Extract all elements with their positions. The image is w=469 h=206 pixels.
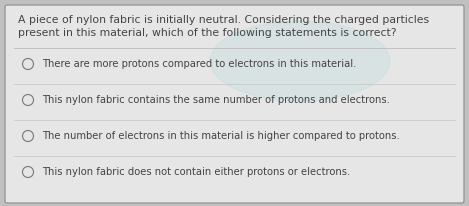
Text: A piece of nylon fabric is initially neutral. Considering the charged particles: A piece of nylon fabric is initially neu… bbox=[18, 15, 429, 25]
Ellipse shape bbox=[210, 21, 390, 101]
Circle shape bbox=[23, 59, 33, 69]
Circle shape bbox=[23, 130, 33, 142]
Circle shape bbox=[23, 166, 33, 178]
Text: The number of electrons in this material is higher compared to protons.: The number of electrons in this material… bbox=[42, 131, 400, 141]
Circle shape bbox=[23, 95, 33, 105]
FancyBboxPatch shape bbox=[5, 5, 464, 203]
Text: There are more protons compared to electrons in this material.: There are more protons compared to elect… bbox=[42, 59, 356, 69]
Text: present in this material, which of the following statements is correct?: present in this material, which of the f… bbox=[18, 28, 396, 38]
Text: This nylon fabric does not contain either protons or electrons.: This nylon fabric does not contain eithe… bbox=[42, 167, 350, 177]
Text: This nylon fabric contains the same number of protons and electrons.: This nylon fabric contains the same numb… bbox=[42, 95, 390, 105]
